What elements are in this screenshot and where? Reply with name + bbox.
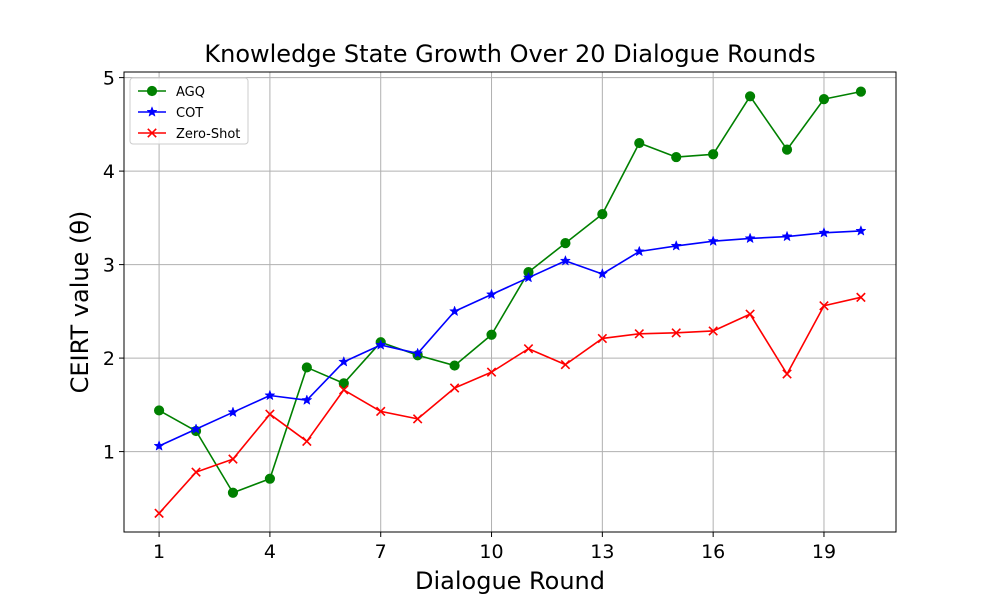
x-tick-label: 10: [479, 541, 503, 563]
data-point-agq: [264, 473, 276, 484]
data-point-zero-shot: [745, 309, 755, 319]
data-point-cot: [301, 394, 313, 405]
series-zero-shot: [154, 292, 866, 519]
y-tick-label: 3: [103, 255, 115, 277]
data-point-cot: [781, 230, 793, 242]
series-cot: [153, 225, 867, 451]
data-point-agq: [744, 91, 756, 102]
data-point-cot: [670, 239, 682, 251]
data-point-zero-shot: [819, 300, 829, 311]
data-point-cot: [264, 389, 276, 401]
series-line-cot: [158, 230, 861, 447]
data-point-zero-shot: [523, 343, 534, 354]
data-point-cot: [707, 235, 719, 247]
y-axis-title: CEIRT value (θ): [66, 211, 94, 394]
data-point-agq: [338, 378, 349, 389]
data-point-cot: [412, 347, 424, 359]
legend-box: [129, 77, 249, 145]
data-point-agq: [560, 237, 571, 249]
x-tick-label: 16: [701, 541, 725, 563]
data-point-zero-shot: [265, 409, 275, 419]
data-point-zero-shot: [412, 414, 423, 424]
data-point-cot: [448, 305, 461, 317]
data-point-cot: [744, 232, 756, 244]
data-point-zero-shot: [375, 406, 386, 417]
x-tick-label: 19: [812, 541, 836, 563]
x-tick-label: 7: [375, 541, 387, 563]
series-layer: [153, 86, 867, 519]
legend-marker-cot: [146, 106, 158, 117]
series-line-agq: [158, 90, 862, 494]
grid-lines: [124, 72, 896, 532]
series-line-zero-shot: [158, 296, 862, 514]
y-tick-label: 2: [103, 348, 115, 370]
x-tick-label: 13: [590, 541, 614, 563]
data-point-zero-shot: [339, 385, 349, 395]
legend-label-zero-shot: Zero-Shot: [176, 127, 240, 142]
data-point-agq: [153, 405, 165, 416]
x-tick-label: 4: [264, 541, 276, 563]
data-point-agq: [301, 362, 312, 373]
legend-label-agq: AGQ: [176, 85, 205, 100]
data-point-zero-shot: [486, 367, 497, 377]
data-point-zero-shot: [154, 508, 164, 519]
data-point-cot: [633, 245, 645, 257]
data-point-zero-shot: [302, 436, 312, 447]
legend: AGQ COT Zero-Shot: [129, 77, 249, 145]
data-point-zero-shot: [597, 333, 608, 344]
data-point-cot: [559, 254, 572, 266]
chart-title: Knowledge State Growth Over 20 Dialogue …: [204, 40, 815, 68]
data-point-agq: [781, 144, 793, 155]
data-point-zero-shot: [228, 454, 238, 464]
data-point-agq: [486, 329, 497, 340]
data-point-zero-shot: [856, 292, 866, 303]
data-point-cot: [338, 355, 350, 367]
x-tick-label: 1: [153, 541, 165, 563]
data-point-agq: [634, 137, 645, 149]
y-tick-label: 5: [103, 68, 115, 90]
data-point-agq: [597, 209, 608, 220]
legend-label-cot: COT: [176, 106, 203, 121]
plot-frame: [123, 71, 897, 533]
data-point-agq: [855, 86, 867, 97]
data-point-cot: [596, 268, 608, 279]
data-point-zero-shot: [708, 326, 718, 336]
data-point-cot: [227, 406, 239, 418]
data-point-agq: [818, 94, 830, 105]
data-point-cot: [153, 440, 165, 451]
series-agq: [153, 86, 867, 498]
data-point-zero-shot: [191, 467, 201, 477]
data-point-agq: [227, 487, 239, 498]
y-tick-label: 1: [103, 442, 115, 464]
axis-ticks: 1 4 7 10 13 16 19 1 2 3 4 5: [103, 68, 836, 563]
data-point-cot: [855, 225, 867, 236]
legend-marker-zero-shot: [147, 128, 157, 138]
data-point-cot: [375, 339, 387, 350]
data-point-cot: [522, 271, 535, 283]
data-point-agq: [708, 149, 719, 160]
data-point-zero-shot: [671, 328, 681, 338]
data-point-agq: [671, 151, 682, 163]
data-point-agq: [449, 360, 460, 371]
data-point-zero-shot: [782, 369, 792, 379]
data-point-cot: [190, 423, 202, 434]
legend-marker-agq: [146, 85, 158, 97]
x-axis-title: Dialogue Round: [415, 567, 605, 595]
data-point-cot: [485, 288, 498, 300]
data-point-zero-shot: [449, 383, 460, 393]
data-point-zero-shot: [560, 359, 571, 370]
data-point-zero-shot: [634, 329, 645, 339]
y-tick-label: 4: [103, 161, 115, 183]
data-point-cot: [818, 226, 830, 238]
